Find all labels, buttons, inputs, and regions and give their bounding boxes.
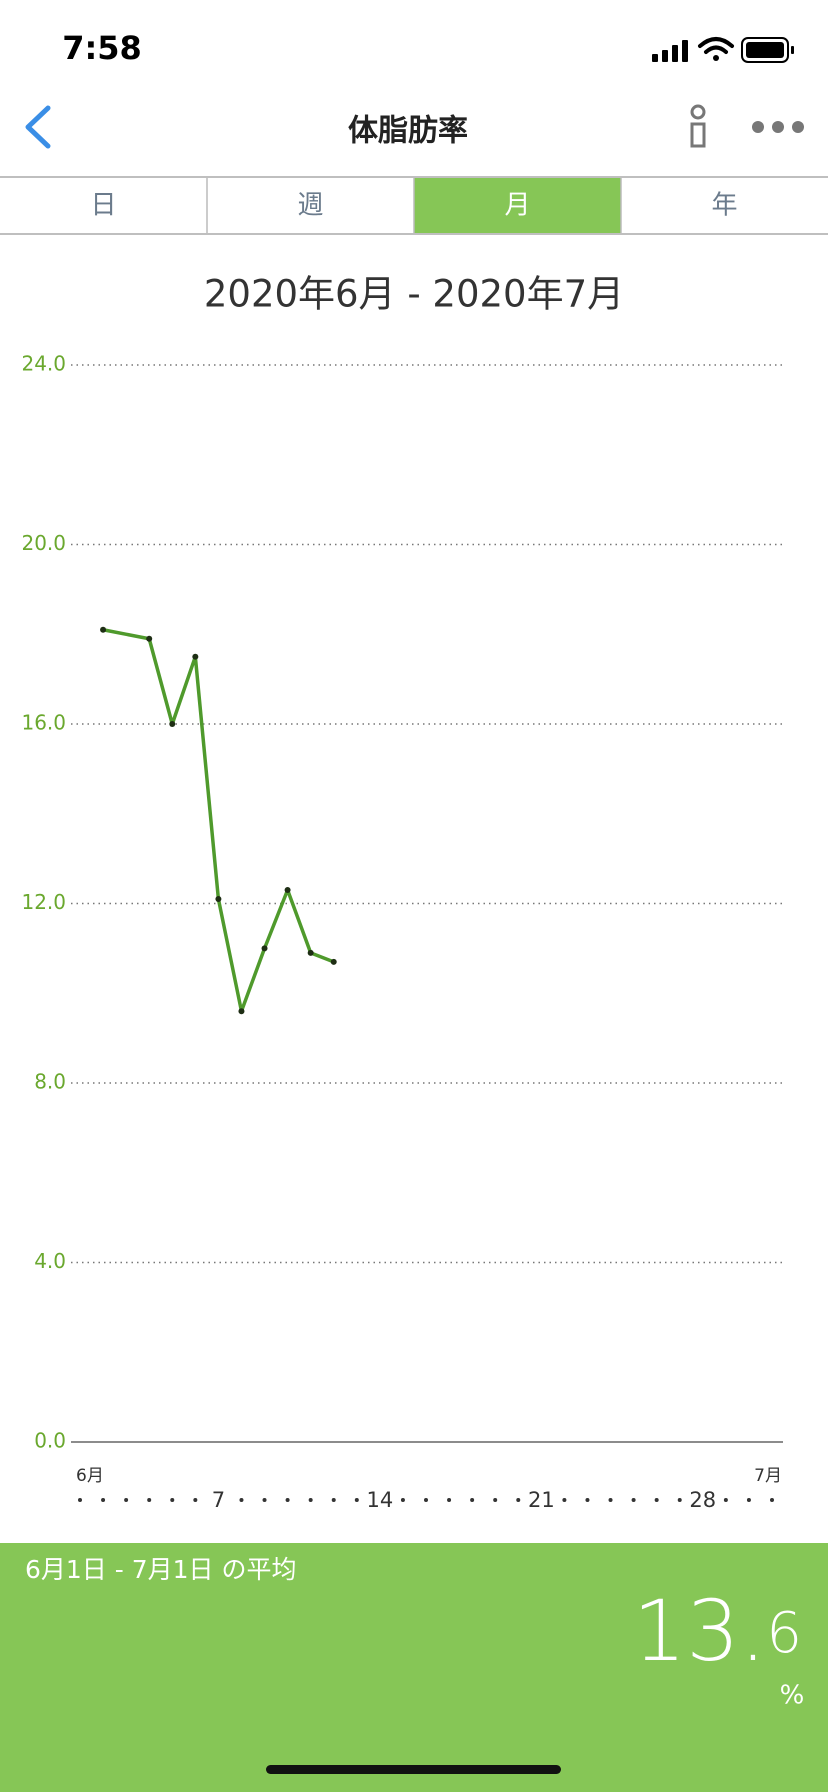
x-minor-dot <box>424 1498 428 1502</box>
summary-panel <box>0 1543 828 1792</box>
data-point <box>261 945 268 952</box>
y-tick-label: 20.0 <box>21 531 66 555</box>
x-tick-label: 7 <box>212 1488 225 1512</box>
x-minor-dot <box>354 1498 359 1502</box>
home-indicator <box>266 1765 561 1774</box>
x-tick-label: 7月 <box>754 1466 782 1486</box>
x-minor-dot <box>193 1498 198 1502</box>
tab-label[interactable]: 月 <box>504 191 530 221</box>
x-minor-dot <box>124 1498 129 1502</box>
data-point <box>238 1008 245 1015</box>
more-button[interactable] <box>752 121 804 133</box>
x-minor-dot <box>239 1498 244 1502</box>
status-time: 7:58 <box>62 29 142 67</box>
data-point <box>192 653 199 660</box>
data-point <box>215 896 222 903</box>
x-minor-dot <box>770 1498 774 1502</box>
x-minor-dot <box>746 1498 751 1502</box>
x-tick-label: 6月 <box>76 1466 104 1486</box>
summary-unit: % <box>780 1681 805 1711</box>
tab-label[interactable]: 週 <box>297 191 323 221</box>
x-minor-dot <box>723 1498 728 1502</box>
data-point <box>284 887 291 894</box>
data-point <box>307 949 314 956</box>
x-tick-label: 14 <box>366 1488 393 1512</box>
y-tick-label: 12.0 <box>21 890 66 914</box>
info-button[interactable] <box>690 104 706 148</box>
data-line <box>102 628 335 1013</box>
tab[interactable] <box>207 178 414 233</box>
x-minor-dot <box>262 1498 267 1502</box>
summary-fraction: 6 <box>766 1601 802 1666</box>
x-minor-dot <box>400 1498 405 1502</box>
tab[interactable] <box>621 178 828 233</box>
y-tick-label: 4.0 <box>34 1249 66 1273</box>
x-minor-dot <box>585 1498 590 1502</box>
x-minor-dot <box>147 1498 152 1502</box>
x-tick-label: 28 <box>689 1488 716 1512</box>
x-minor-dot <box>78 1498 82 1502</box>
x-tick-label: 21 <box>528 1488 555 1512</box>
summary-value: 13.6 <box>633 1582 802 1680</box>
x-minor-dot <box>516 1498 521 1502</box>
x-minor-dot <box>631 1498 636 1502</box>
x-minor-dot <box>654 1498 659 1502</box>
x-minor-dot <box>285 1498 290 1502</box>
wifi-icon <box>698 37 734 61</box>
signal-icon <box>652 40 688 62</box>
battery-icon <box>741 37 794 63</box>
back-button[interactable] <box>25 105 51 149</box>
summary-label: 6月1日 - 7月1日 の平均 <box>25 1555 297 1584</box>
data-point <box>100 626 107 633</box>
x-minor-dot <box>331 1498 336 1502</box>
data-point <box>330 958 337 965</box>
y-tick-label: 8.0 <box>34 1070 66 1094</box>
y-tick-label: 16.0 <box>21 711 66 735</box>
x-minor-dot <box>470 1498 475 1502</box>
y-tick-label: 24.0 <box>21 352 66 376</box>
x-minor-dot <box>308 1498 313 1502</box>
x-minor-dot <box>493 1498 498 1502</box>
x-minor-dot <box>101 1498 106 1502</box>
tab-label[interactable]: 日 <box>90 191 116 221</box>
tab[interactable] <box>0 178 207 233</box>
x-minor-dot <box>170 1498 175 1502</box>
y-tick-label: 0.0 <box>34 1429 66 1453</box>
data-point <box>146 635 153 642</box>
x-minor-dot <box>608 1498 613 1502</box>
chart-title: 2020年6月 - 2020年7月 <box>204 273 624 316</box>
x-minor-dot <box>677 1498 682 1502</box>
tab-label[interactable]: 年 <box>711 191 737 221</box>
x-minor-dot <box>447 1498 452 1502</box>
x-minor-dot <box>562 1498 567 1502</box>
tab[interactable] <box>414 178 621 233</box>
nav-title: 体脂肪率 <box>348 114 468 149</box>
data-point <box>169 721 176 727</box>
summary-whole: 13. <box>633 1582 767 1680</box>
